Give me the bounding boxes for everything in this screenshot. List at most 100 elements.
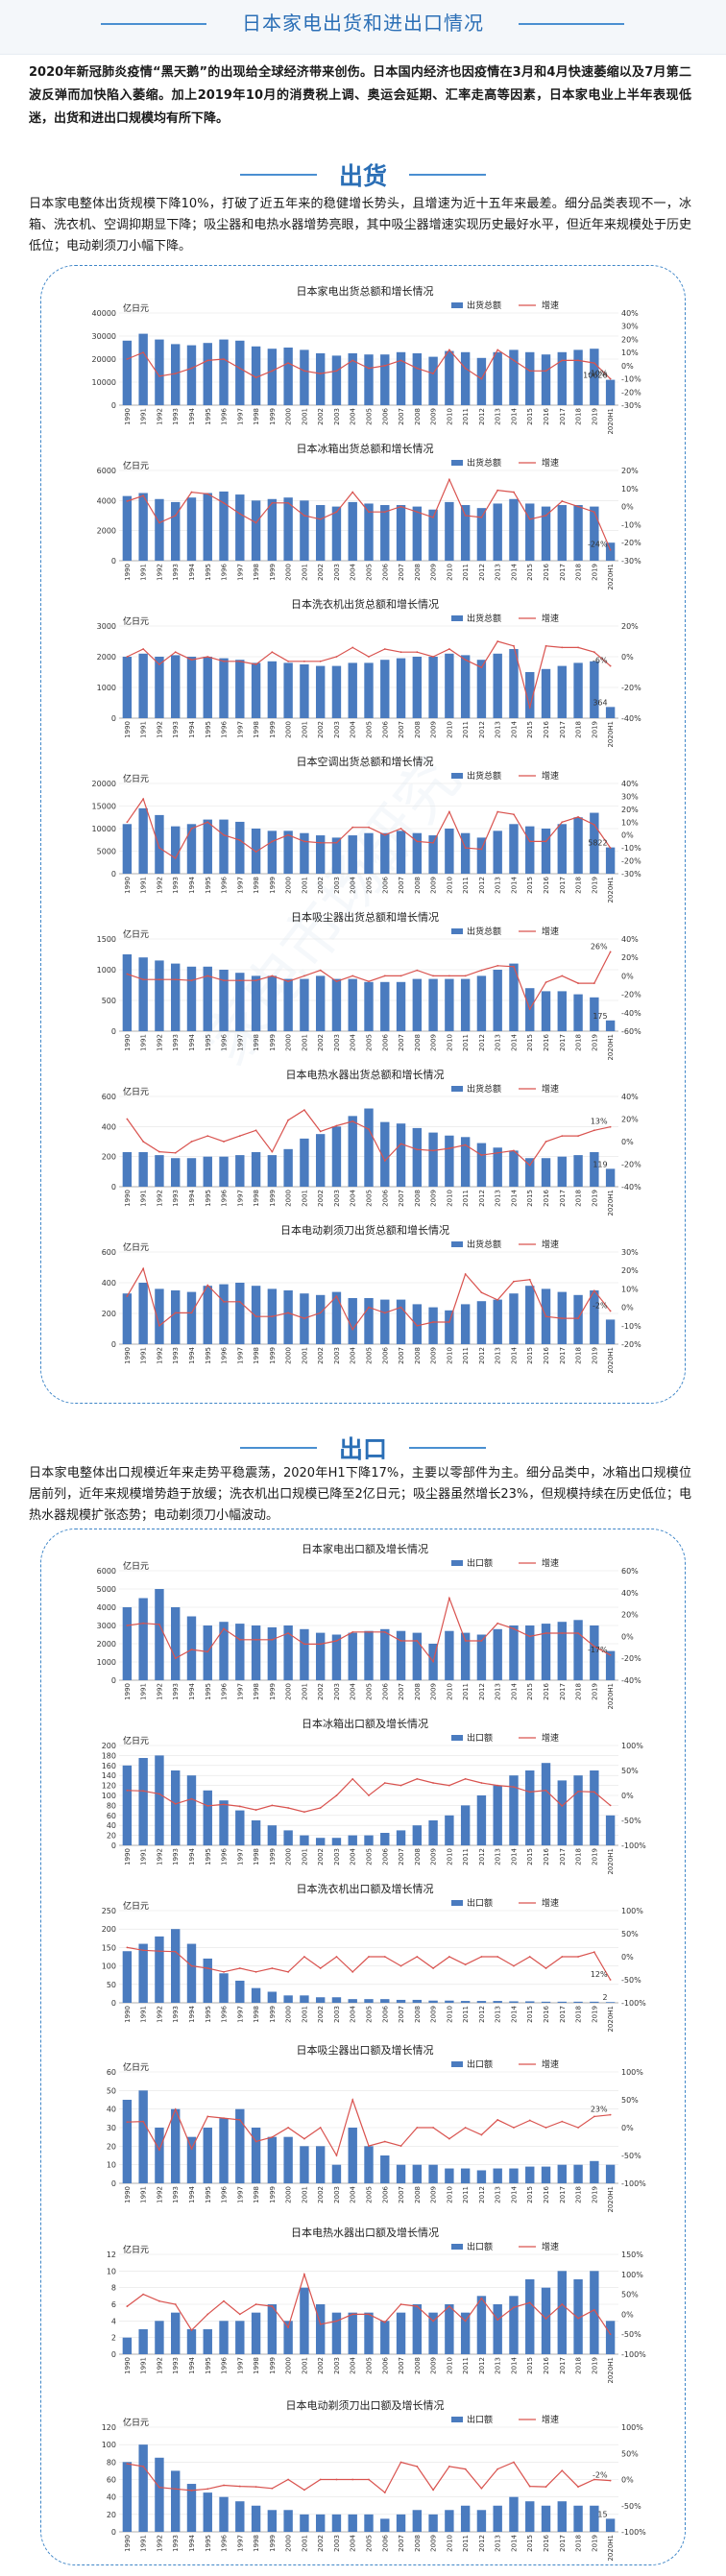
growth-point [287, 2478, 290, 2481]
x-tick-label: 2018 [575, 1683, 583, 1700]
bar [557, 505, 567, 561]
bar [493, 351, 502, 405]
x-tick-label: 1993 [172, 1683, 180, 1700]
x-tick-label: 1992 [156, 2357, 163, 2374]
bar [590, 661, 599, 718]
growth-point [206, 656, 209, 658]
y-tick-label: 200 [102, 1925, 116, 1934]
x-tick-label: 2013 [495, 1190, 502, 1207]
growth-point [351, 646, 354, 649]
growth-point [223, 660, 225, 662]
x-tick-label: 2004 [350, 2185, 357, 2203]
bar [267, 2304, 278, 2354]
x-tick-label: 2019 [591, 1683, 598, 1700]
x-tick-label: 2014 [510, 1189, 518, 1206]
growth-point [609, 1979, 612, 1981]
growth-point [544, 1315, 547, 1318]
bar [235, 821, 245, 874]
bar [300, 1628, 309, 1680]
x-tick-label: 2000 [285, 721, 293, 738]
x-tick-label: 2008 [414, 1683, 422, 1700]
x-tick-label: 1991 [140, 1190, 148, 1207]
growth-point [319, 1130, 322, 1133]
x-tick-label: 1996 [221, 876, 229, 893]
annotation-rate: 13% [591, 1118, 608, 1126]
bar [476, 2001, 487, 2003]
y2-tick-label: 150% [621, 2251, 643, 2259]
bar [122, 1151, 133, 1187]
bar [476, 2296, 487, 2354]
bar [348, 1116, 357, 1187]
bar [493, 2304, 502, 2354]
growth-point [399, 2145, 402, 2148]
y2-tick-label: 10% [621, 485, 639, 494]
bar [122, 954, 133, 1031]
growth-point [416, 1640, 419, 1642]
x-tick-label: 2016 [543, 1682, 550, 1699]
x-tick-label: 1991 [140, 877, 148, 894]
x-tick-label: 2016 [543, 876, 550, 893]
y-tick-label: 20 [107, 1832, 116, 1841]
growth-point [464, 1640, 467, 1642]
bar [476, 2510, 487, 2532]
growth-point [432, 1660, 434, 1663]
y2-tick-label: 20% [621, 335, 639, 344]
growth-point [544, 1141, 547, 1143]
x-tick-label: 1999 [269, 1190, 277, 1207]
x-tick-label: 2008 [414, 1848, 422, 1866]
x-tick-label: 2017 [559, 2006, 567, 2023]
x-tick-label: 2010 [446, 2535, 453, 2552]
growth-point [223, 1300, 225, 1303]
chart-unit: 亿日元 [123, 615, 149, 627]
x-tick-label: 2015 [526, 1190, 534, 1207]
x-tick-label: 1998 [253, 1347, 260, 1364]
growth-point [174, 651, 177, 654]
bar [219, 1284, 229, 1344]
x-tick-label: 1991 [140, 408, 148, 425]
bar [590, 812, 599, 874]
growth-point [383, 511, 386, 514]
growth-point [238, 1967, 241, 1969]
bar [396, 1123, 406, 1187]
bar [590, 1625, 599, 1680]
bar [122, 2100, 133, 2183]
y2-tick-label: -20% [621, 1161, 641, 1169]
growth-point [561, 2469, 564, 2472]
x-tick-label: 2004 [350, 1033, 357, 1050]
bar [525, 826, 535, 874]
growth-point [238, 1135, 241, 1138]
growth-point [593, 824, 595, 826]
growth-point [335, 2155, 338, 2156]
bar [493, 2505, 502, 2532]
chart-title: 日本家电出货总额和增长情况 [297, 284, 434, 298]
x-tick-label: 2001 [301, 877, 308, 894]
bar [509, 1775, 519, 1845]
bar [412, 506, 423, 561]
chart-unit: 亿日元 [123, 1735, 149, 1746]
x-tick-label: 2010 [446, 564, 453, 581]
bar [364, 1108, 374, 1187]
bar [573, 1155, 583, 1187]
x-tick-label: 2015 [526, 1034, 534, 1051]
y-tick-label: 200 [102, 1310, 116, 1318]
x-tick-label: 2010 [446, 408, 453, 425]
legend-line-label: 增速 [542, 1897, 559, 1909]
x-tick-label: 2020H1 [607, 2535, 615, 2562]
bar [235, 1155, 245, 1187]
y-tick-label: 4000 [97, 1603, 116, 1612]
y-tick-label: 10 [107, 2267, 116, 2275]
bar [155, 2321, 164, 2354]
growth-point [319, 2127, 322, 2129]
growth-point [335, 2478, 338, 2481]
bar [235, 1810, 245, 1845]
growth-point [238, 1300, 241, 1303]
x-tick-label: 2010 [446, 2357, 453, 2374]
bar [493, 970, 502, 1031]
growth-point [287, 1970, 290, 1973]
growth-point [142, 2465, 145, 2468]
growth-point [432, 1782, 434, 1784]
bar [331, 355, 342, 405]
bar [122, 657, 133, 718]
